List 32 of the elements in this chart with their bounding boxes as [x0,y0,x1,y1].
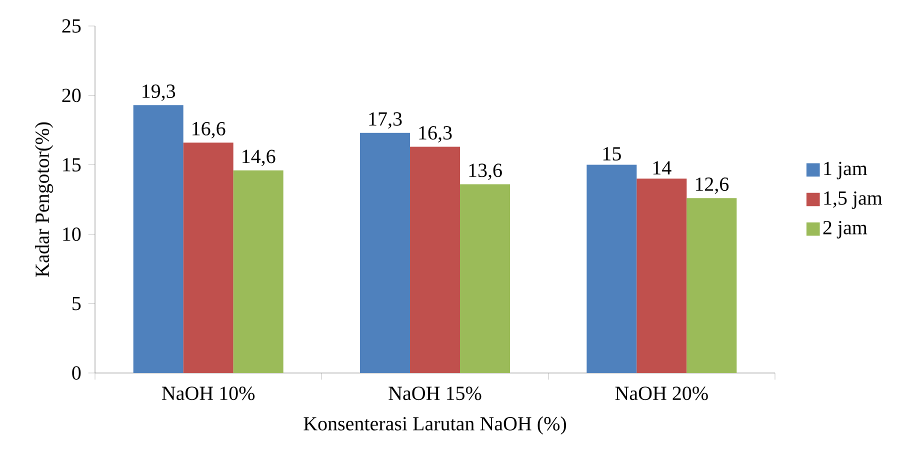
y-tick-label: 20 [62,88,81,102]
bar [410,146,460,373]
y-axis-title: Kadar Pengotor(%) [34,122,54,277]
x-tick-label: NaOH 10% [162,386,255,400]
data-label: 14 [653,161,672,174]
y-tick-label: 15 [63,158,81,172]
bar [133,105,184,373]
bar [183,142,234,373]
legend-label: 2 jam [823,220,868,238]
y-tick-label: 25 [62,19,81,33]
bar [586,164,637,373]
x-tick-label: NaOH 15% [388,386,482,400]
data-label: 16,3 [419,126,452,142]
y-tick-label: 5 [72,296,81,310]
data-label: 13,6 [469,164,502,180]
data-label: 12,6 [696,178,729,194]
x-axis-title: Konsenterasi Larutan NaOH (%) [304,416,566,435]
legend-label: 1 jam [824,162,868,180]
data-label: 14,6 [242,150,276,166]
legend-label: 1,5 jam [824,191,882,209]
bar [360,132,410,373]
bar [636,178,687,373]
x-tick-label: NaOH 20% [615,386,708,400]
y-tick-label: 10 [63,227,81,241]
data-label: 19,3 [142,84,176,101]
bar [460,184,510,373]
data-label: 16,6 [192,122,226,138]
bar [686,198,737,373]
data-label: 15 [603,147,621,161]
data-label: 17,3 [369,112,402,129]
y-tick-label: 0 [72,366,81,380]
bar [233,170,284,373]
